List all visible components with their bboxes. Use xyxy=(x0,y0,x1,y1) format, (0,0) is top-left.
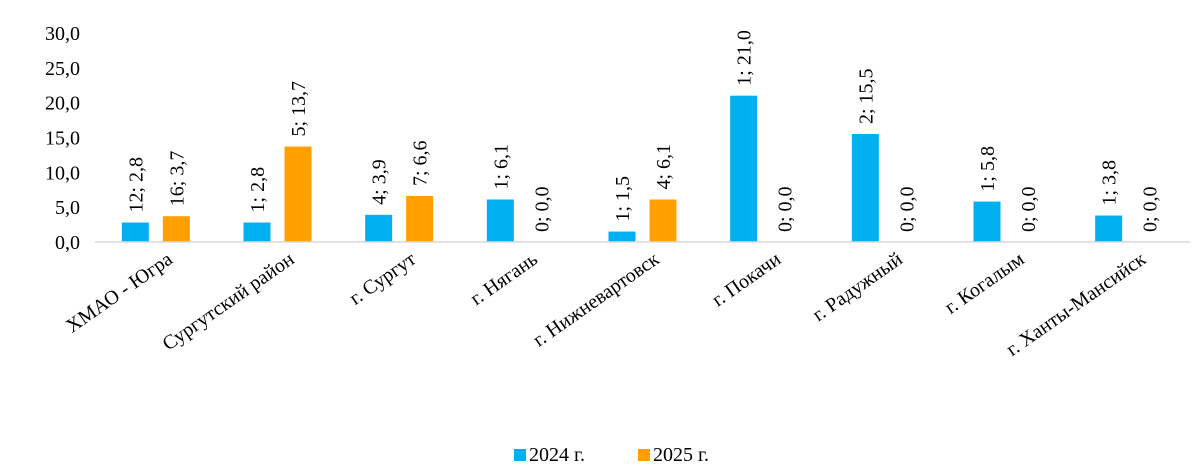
bar xyxy=(851,134,879,242)
legend-swatch xyxy=(638,449,650,461)
legend-swatch xyxy=(514,449,526,461)
data-label: 16; 3,7 xyxy=(166,151,188,207)
category-label: г. Нягань xyxy=(466,248,541,310)
category-label: ХМАО - Югра xyxy=(62,248,177,337)
bar xyxy=(284,146,312,242)
bar xyxy=(608,231,636,242)
legend-label: 2025 г. xyxy=(653,444,709,466)
y-axis-ticks: 0,0 5,0 10,0 15,0 20,0 25,0 30,0 xyxy=(45,23,80,254)
category-label: Сургутский район xyxy=(159,248,299,355)
y-tick-label: 25,0 xyxy=(45,58,80,80)
data-label: 1; 6,1 xyxy=(490,144,512,190)
category-label: г. Сургут xyxy=(345,248,420,310)
category-label: г. Покачи xyxy=(708,248,785,311)
data-label: 1; 21,0 xyxy=(734,30,756,86)
bar xyxy=(162,216,190,242)
y-tick-label: 30,0 xyxy=(45,23,80,45)
data-label: 2; 15,5 xyxy=(855,68,877,124)
data-label: 4; 3,9 xyxy=(369,159,391,205)
y-tick-label: 0,0 xyxy=(55,232,80,254)
bar xyxy=(406,196,434,242)
bar xyxy=(121,222,149,242)
data-label: 0; 0,0 xyxy=(1018,186,1040,232)
data-label: 0; 0,0 xyxy=(896,186,918,232)
data-label: 4; 6,1 xyxy=(653,144,675,190)
data-label: 1; 3,8 xyxy=(1099,160,1121,206)
bars xyxy=(121,95,1123,242)
data-labels: 12; 2,8 16; 3,7 1; 2,8 5; 13,7 4; 3,9 7; 6,6 1… xyxy=(125,30,1161,232)
bar xyxy=(973,201,1001,242)
data-label: 0; 0,0 xyxy=(531,186,553,232)
bar xyxy=(1095,215,1123,242)
category-label: г. Радужный xyxy=(808,248,906,326)
category-label: г. Нижневартовск xyxy=(529,248,664,351)
y-tick-label: 5,0 xyxy=(55,197,80,219)
y-tick-label: 10,0 xyxy=(45,162,80,184)
category-label: г. Когалым xyxy=(941,248,1029,319)
data-label: 5; 13,7 xyxy=(288,81,310,137)
data-label: 0; 0,0 xyxy=(775,186,797,232)
legend-label: 2024 г. xyxy=(529,444,585,466)
y-tick-label: 15,0 xyxy=(45,128,80,150)
bar xyxy=(243,222,271,242)
y-tick-label: 20,0 xyxy=(45,93,80,115)
data-label: 1; 5,8 xyxy=(977,146,999,192)
data-label: 1; 1,5 xyxy=(612,176,634,222)
bar xyxy=(486,199,514,242)
data-label: 7; 6,6 xyxy=(410,140,432,186)
bar xyxy=(730,95,758,242)
bar xyxy=(365,214,393,242)
data-label: 1; 2,8 xyxy=(247,167,269,213)
legend: 2024 г. 2025 г. xyxy=(514,444,709,466)
data-label: 12; 2,8 xyxy=(125,157,147,213)
data-label: 0; 0,0 xyxy=(1140,186,1162,232)
bar xyxy=(649,199,677,242)
